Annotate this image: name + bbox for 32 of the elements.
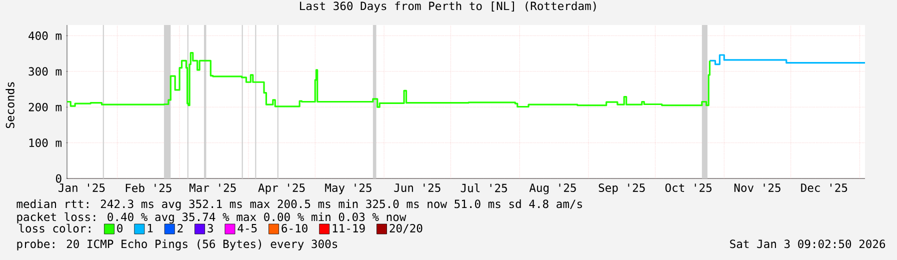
text: median rtt: 242.3 ms avg 352.1 ms max 200.5 ms min 325.0 ms now 51.0 ms sd 4.8 am/s: [16, 199, 582, 210]
legend-label: 2: [178, 224, 183, 232]
x-tick-label: Apr '25: [258, 183, 305, 194]
x-tick-label: Dec '25: [801, 183, 848, 192]
legend-label: 11-19: [332, 224, 365, 232]
x-tick-label: Aug '25: [529, 183, 576, 194]
y-axis-title: Seconds: [6, 82, 14, 128]
x-tick-label: Jul '25: [460, 183, 507, 192]
x-tick-label: Nov '25: [734, 183, 780, 192]
y-tick-label: 300 m: [28, 67, 62, 76]
legend-label: 4-5: [238, 224, 257, 232]
legend-label: 6-10: [282, 224, 308, 232]
legend-title: loss color:: [19, 224, 90, 233]
x-tick-label: Feb '25: [126, 183, 172, 192]
y-tick-label: 200 m: [28, 102, 62, 112]
legend-label: 1: [148, 224, 153, 232]
y-tick-label: 100 m: [29, 138, 62, 148]
y-tick-label: 0: [56, 174, 62, 183]
x-tick-label: Oct '25: [665, 183, 712, 192]
y-tick-label: 400 m: [28, 31, 62, 40]
x-tick-label: May '25: [325, 183, 372, 194]
x-tick-label: Mar '25: [190, 183, 236, 192]
text: probe: 20 ICMP Echo Pings (56 Bytes) every 300s: [17, 239, 338, 250]
legend-label: 20/20: [390, 224, 422, 234]
chart-title: Last 360 Days from Perth to [NL] (Rotterdam): [300, 1, 596, 12]
text: packet loss: 0.40 % avg 35.74 % max 0.00 % min 0.03 % now: [17, 212, 406, 224]
legend-label: 0: [117, 224, 122, 232]
x-tick-label: Jun '25: [394, 183, 440, 192]
x-tick-label: Jan '25: [58, 183, 105, 192]
text: Sat Jan 3 09:02:50 2026: [730, 240, 886, 248]
x-tick-label: Sep '25: [598, 183, 645, 194]
legend-label: 3: [208, 224, 213, 232]
